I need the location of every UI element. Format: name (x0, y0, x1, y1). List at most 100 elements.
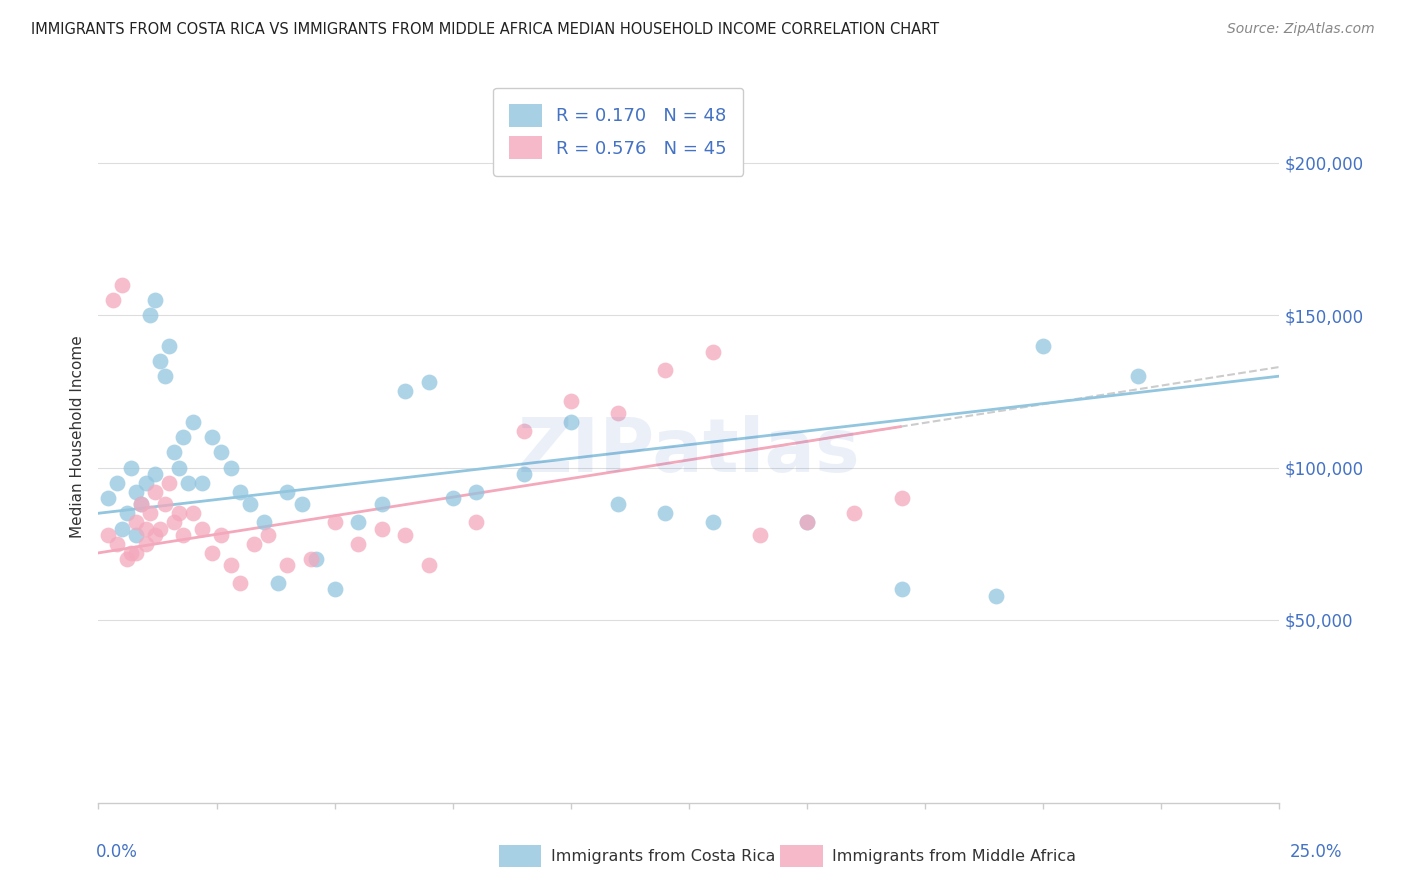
Point (153, 369, 176, 384)
Point (125, 485, 148, 500)
Point (347, 516, 370, 530)
Point (143, 485, 166, 500)
Point (157, 338, 180, 352)
Point (441, 491, 464, 505)
Point (1032, 338, 1054, 352)
Point (984, 589, 1007, 603)
Point (371, 497, 394, 511)
Point (299, 552, 322, 566)
Point (139, 308, 162, 322)
Point (105, 475, 128, 490)
Point (305, 552, 328, 566)
Point (129, 497, 152, 511)
Point (748, 527, 770, 541)
Point (465, 516, 488, 530)
Point (418, 375, 440, 389)
Point (139, 506, 162, 520)
Point (97, 491, 120, 505)
Point (257, 527, 280, 541)
Point (796, 516, 818, 530)
Point (181, 506, 204, 520)
Point (219, 460, 242, 475)
Point (229, 576, 252, 591)
Point (607, 497, 630, 511)
Point (143, 527, 166, 541)
Point (111, 277, 134, 292)
Point (121, 546, 143, 560)
Point (465, 485, 488, 500)
Point (181, 415, 204, 429)
Point (702, 344, 724, 359)
Point (125, 546, 148, 560)
Point (890, 491, 912, 505)
Point (172, 430, 194, 444)
Point (143, 293, 166, 307)
Point (115, 506, 138, 520)
Text: Source: ZipAtlas.com: Source: ZipAtlas.com (1227, 22, 1375, 37)
Point (129, 497, 152, 511)
Point (149, 354, 172, 368)
Point (253, 516, 276, 530)
Point (702, 516, 724, 530)
Point (512, 424, 534, 438)
Point (163, 445, 186, 459)
Point (167, 506, 190, 520)
Point (267, 576, 290, 591)
Point (135, 475, 157, 490)
Point (323, 516, 346, 530)
Text: Immigrants from Middle Africa: Immigrants from Middle Africa (832, 849, 1077, 863)
Point (229, 485, 252, 500)
Point (157, 475, 180, 490)
Point (191, 521, 214, 535)
Point (347, 537, 370, 551)
Point (101, 293, 124, 307)
Point (394, 384, 416, 399)
Point (219, 558, 242, 573)
Point (97, 527, 120, 541)
Point (239, 497, 262, 511)
Point (125, 527, 148, 541)
Point (844, 506, 866, 520)
Point (167, 460, 190, 475)
Point (177, 475, 200, 490)
Point (1126, 369, 1149, 384)
Point (209, 527, 232, 541)
Point (276, 558, 298, 573)
Point (121, 460, 143, 475)
Point (654, 363, 676, 377)
Point (201, 546, 224, 560)
Point (135, 537, 157, 551)
Point (654, 506, 676, 520)
Point (191, 475, 214, 490)
Text: IMMIGRANTS FROM COSTA RICA VS IMMIGRANTS FROM MIDDLE AFRICA MEDIAN HOUSEHOLD INC: IMMIGRANTS FROM COSTA RICA VS IMMIGRANTS… (31, 22, 939, 37)
Point (276, 485, 298, 500)
Y-axis label: Median Household Income: Median Household Income (69, 335, 84, 539)
Point (115, 552, 138, 566)
Text: ZIPatlas: ZIPatlas (517, 415, 860, 488)
Point (243, 537, 266, 551)
Point (135, 521, 157, 535)
Point (111, 521, 134, 535)
Point (290, 497, 312, 511)
Point (418, 558, 440, 573)
Point (153, 497, 176, 511)
Point (512, 467, 534, 481)
Text: 25.0%: 25.0% (1291, 843, 1343, 861)
Point (607, 406, 630, 420)
Point (323, 582, 346, 597)
Point (201, 430, 224, 444)
Point (149, 521, 172, 535)
Point (371, 521, 394, 535)
Point (172, 527, 194, 541)
Point (125, 516, 148, 530)
Point (163, 516, 186, 530)
Point (105, 537, 128, 551)
Point (143, 467, 166, 481)
Point (796, 516, 818, 530)
Point (209, 445, 232, 459)
Text: 0.0%: 0.0% (96, 843, 138, 861)
Point (394, 527, 416, 541)
Point (560, 415, 582, 429)
Point (890, 582, 912, 597)
Legend: R = 0.170   N = 48, R = 0.576   N = 45: R = 0.170 N = 48, R = 0.576 N = 45 (494, 87, 744, 176)
